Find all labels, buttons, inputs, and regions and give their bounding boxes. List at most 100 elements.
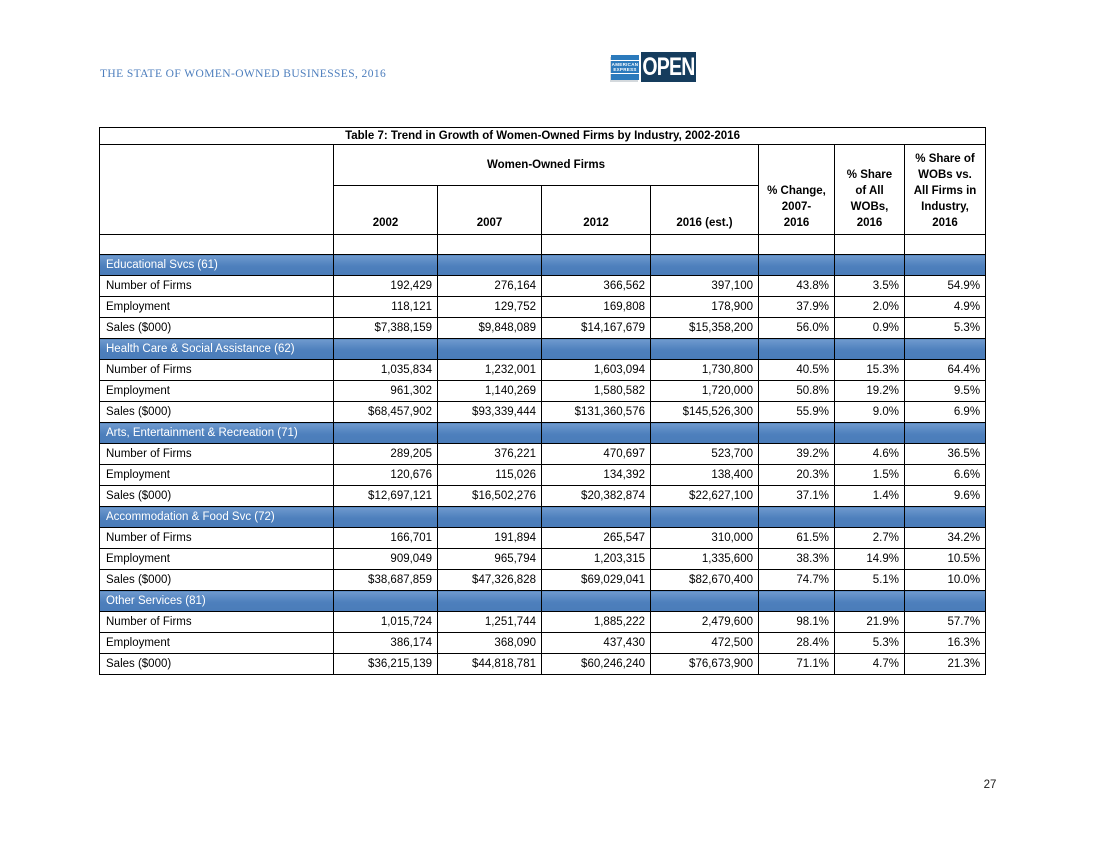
section-header-cell bbox=[903, 422, 987, 444]
value-cell: 61.5% bbox=[758, 527, 835, 549]
section-header-cell bbox=[903, 338, 987, 360]
value-cell: 368,090 bbox=[437, 632, 542, 654]
value-cell: 19.2% bbox=[834, 380, 905, 402]
value-cell: 366,562 bbox=[541, 275, 651, 297]
value-cell: 1,580,582 bbox=[541, 380, 651, 402]
value-cell: 37.1% bbox=[758, 485, 835, 507]
value-cell: 0.9% bbox=[834, 317, 905, 339]
row-label: Sales ($000) bbox=[99, 569, 334, 591]
value-cell: 1,232,001 bbox=[437, 359, 542, 381]
corner-cell bbox=[99, 144, 334, 235]
value-cell: 6.6% bbox=[903, 464, 987, 486]
value-cell: $38,687,859 bbox=[333, 569, 438, 591]
value-cell: $93,339,444 bbox=[437, 401, 542, 423]
value-cell: 1,140,269 bbox=[437, 380, 542, 402]
section-header-cell bbox=[834, 338, 905, 360]
value-cell: 1,885,222 bbox=[541, 611, 651, 633]
value-cell: 965,794 bbox=[437, 548, 542, 570]
value-cell: 1,335,600 bbox=[650, 548, 759, 570]
section-header-cell bbox=[437, 422, 542, 444]
section-header-cell bbox=[758, 338, 835, 360]
value-cell: 5.1% bbox=[834, 569, 905, 591]
value-cell: 2.0% bbox=[834, 296, 905, 318]
value-cell: $47,326,828 bbox=[437, 569, 542, 591]
value-cell: 64.4% bbox=[903, 359, 987, 381]
value-cell: 265,547 bbox=[541, 527, 651, 549]
spacer-row bbox=[99, 234, 987, 255]
value-cell: $9,848,089 bbox=[437, 317, 542, 339]
value-cell: 2,479,600 bbox=[650, 611, 759, 633]
section-header-cell bbox=[333, 422, 438, 444]
value-cell: 37.9% bbox=[758, 296, 835, 318]
value-cell: 9.6% bbox=[903, 485, 987, 507]
value-cell: $14,167,679 bbox=[541, 317, 651, 339]
table-row: Employment 118,121 129,752 169,808 178,900 37… bbox=[99, 296, 987, 318]
section-header-cell bbox=[834, 422, 905, 444]
section-header-cell bbox=[437, 590, 542, 612]
value-cell: $131,360,576 bbox=[541, 401, 651, 423]
table-row: Sales ($000) $36,215,139 $44,818,781 $60,24… bbox=[99, 653, 987, 675]
value-cell: 1,035,834 bbox=[333, 359, 438, 381]
page-number: 27 bbox=[983, 779, 997, 791]
open-logo: OPEN bbox=[641, 52, 696, 82]
section-header-cell bbox=[650, 506, 759, 528]
american-express-blue-box-icon: AMERICAN EXPRESS bbox=[609, 54, 641, 80]
value-cell: 437,430 bbox=[541, 632, 651, 654]
section-header-cell bbox=[903, 506, 987, 528]
value-cell: 4.9% bbox=[903, 296, 987, 318]
section-header-cell bbox=[650, 338, 759, 360]
value-cell: 57.7% bbox=[903, 611, 987, 633]
value-cell: $16,502,276 bbox=[437, 485, 542, 507]
value-cell: 50.8% bbox=[758, 380, 835, 402]
value-cell: 4.6% bbox=[834, 443, 905, 465]
table-row: Number of Firms 166,701 191,894 265,547 310,… bbox=[99, 527, 987, 549]
section-label: Accommodation & Food Svc (72) bbox=[99, 506, 334, 528]
value-cell: 21.9% bbox=[834, 611, 905, 633]
value-cell: 2.7% bbox=[834, 527, 905, 549]
value-cell: 6.9% bbox=[903, 401, 987, 423]
col-header-share-vs-all-firms: % Share of WOBs vs. All Firms in Industr… bbox=[903, 144, 987, 235]
row-label: Employment bbox=[99, 548, 334, 570]
row-label: Employment bbox=[99, 296, 334, 318]
value-cell: 38.3% bbox=[758, 548, 835, 570]
section-header-cell bbox=[541, 506, 651, 528]
section-header-cell bbox=[834, 254, 905, 276]
table-row: Employment 909,049 965,794 1,203,315 1,335,6… bbox=[99, 548, 987, 570]
row-label: Sales ($000) bbox=[99, 317, 334, 339]
col-header-pct-change: % Change, 2007- 2016 bbox=[758, 144, 835, 235]
section-header-cell bbox=[650, 590, 759, 612]
section-header-cell bbox=[541, 338, 651, 360]
value-cell: 1,203,315 bbox=[541, 548, 651, 570]
row-label: Employment bbox=[99, 464, 334, 486]
row-label: Number of Firms bbox=[99, 359, 334, 381]
table7-trend-growth-women-owned-firms: Table 7: Trend in Growth of Women-Owned … bbox=[98, 127, 987, 675]
value-cell: 1.4% bbox=[834, 485, 905, 507]
col-header-2007: 2007 bbox=[437, 185, 542, 235]
value-cell: 523,700 bbox=[650, 443, 759, 465]
row-label: Employment bbox=[99, 380, 334, 402]
row-label: Number of Firms bbox=[99, 275, 334, 297]
value-cell: 472,500 bbox=[650, 632, 759, 654]
col-group-women-owned-firms: Women-Owned Firms bbox=[333, 144, 759, 186]
value-cell: 134,392 bbox=[541, 464, 651, 486]
row-label: Employment bbox=[99, 632, 334, 654]
section-header-cell bbox=[437, 338, 542, 360]
value-cell: $69,029,041 bbox=[541, 569, 651, 591]
section-header-cell bbox=[333, 338, 438, 360]
row-label: Sales ($000) bbox=[99, 485, 334, 507]
value-cell: $44,818,781 bbox=[437, 653, 542, 675]
value-cell: $36,215,139 bbox=[333, 653, 438, 675]
table-row: Number of Firms 1,035,834 1,232,001 1,603,0… bbox=[99, 359, 987, 381]
value-cell: 15.3% bbox=[834, 359, 905, 381]
table-row: Number of Firms 192,429 276,164 366,562 397,… bbox=[99, 275, 987, 297]
value-cell: 397,100 bbox=[650, 275, 759, 297]
value-cell: 28.4% bbox=[758, 632, 835, 654]
section-header-cell bbox=[650, 254, 759, 276]
row-label: Number of Firms bbox=[99, 527, 334, 549]
value-cell: 386,174 bbox=[333, 632, 438, 654]
col-header-2002: 2002 bbox=[333, 185, 438, 235]
section-header-cell bbox=[437, 506, 542, 528]
section-header-cell bbox=[333, 506, 438, 528]
value-cell: 36.5% bbox=[903, 443, 987, 465]
row-label: Sales ($000) bbox=[99, 653, 334, 675]
